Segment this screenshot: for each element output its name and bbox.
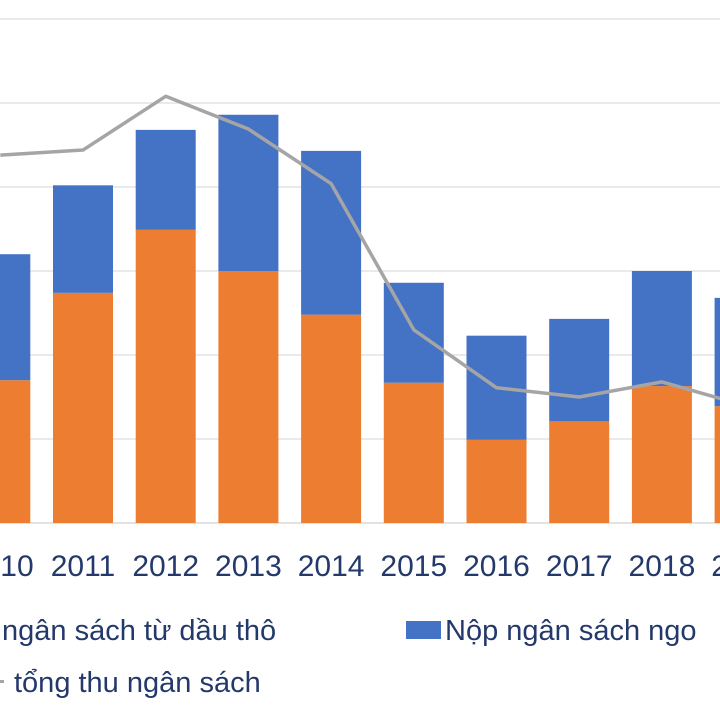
bar-oil-2010 [0,380,31,523]
bar-oil-2014 [301,314,362,523]
x-tick-label: 2019 [711,550,720,583]
bar-oil-2015 [383,382,444,523]
bar-non-oil-2011 [53,185,113,293]
legend-label-share: tổng thu ngân sách [14,667,261,699]
legend-label-non-oil: Nộp ngân sách ngo [445,615,697,647]
legend-label-oil: ngân sách từ dầu thô [2,615,276,647]
bar-non-oil-2013 [218,114,279,271]
bar-non-oil-2010 [0,254,31,381]
x-tick-label: 2016 [463,550,530,583]
x-tick-label: 2015 [380,550,447,583]
bar-non-oil-2014 [301,150,362,315]
bar-oil-2017 [549,421,610,523]
x-tick-label: 2018 [629,550,696,583]
bar-non-oil-2018 [631,271,692,387]
x-tick-label: 2012 [132,550,199,583]
bar-oil-2018 [631,386,692,523]
bar-oil-2013 [218,271,279,523]
legend-swatch-share-line [0,680,4,683]
x-tick-label: 2010 [0,550,34,583]
bar-non-oil-2017 [549,318,610,422]
legend-swatch-non-oil [406,621,441,639]
bar-non-oil-2012 [135,129,196,230]
bar-oil-2012 [135,229,196,523]
x-tick-label: 2011 [51,550,116,583]
x-tick-label: 2017 [546,550,613,583]
bar-non-oil-2019 [714,297,720,407]
bar-oil-2011 [53,292,113,523]
x-tick-label: 2014 [298,550,365,583]
line-share-of-budget [0,94,720,401]
bar-non-oil-2015 [383,282,444,383]
x-tick-label: 2013 [215,550,282,583]
bar-oil-2019 [714,406,720,523]
bar-oil-2016 [466,439,527,523]
